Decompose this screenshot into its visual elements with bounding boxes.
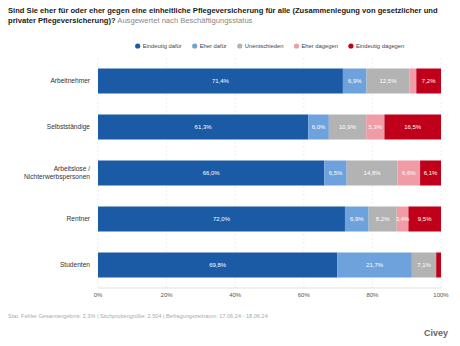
legend-swatch: [192, 43, 197, 48]
data-label: 6,6%: [402, 170, 416, 176]
tick-label: 60%: [298, 292, 311, 298]
bar-segment: [436, 253, 441, 278]
data-label: 7,2%: [422, 78, 436, 84]
data-label: 6,5%: [329, 170, 343, 176]
footnote: Stat. Fehler Gesamtergebnis: 3,3% | Stic…: [8, 313, 268, 319]
subtitle: Ausgewertet nach Beschäftigungsstatus: [117, 16, 252, 25]
legend-label: Eher dagegen: [301, 43, 337, 49]
legend-item: Eindeutig dafür: [135, 43, 182, 49]
data-label: 12,5%: [379, 78, 397, 84]
bar-segment: [367, 69, 410, 94]
bar-segment: [416, 69, 441, 94]
tick-label: 0%: [94, 292, 103, 298]
legend-item: Eindeutig dagegen: [348, 43, 404, 49]
tick-label: 20%: [161, 292, 174, 298]
bar-segment: [308, 115, 329, 140]
legend-label: Eindeutig dagegen: [356, 43, 404, 49]
data-label: 21,7%: [366, 262, 384, 268]
title-block: Sind Sie eher für oder eher gegen eine e…: [8, 6, 448, 26]
tick-label: 80%: [366, 292, 379, 298]
bar-segment: [369, 207, 397, 232]
legend-label: Unentschieden: [245, 43, 284, 49]
legend-item: Eher dagegen: [294, 43, 338, 49]
bar-segment: [384, 115, 441, 140]
legend-swatch: [294, 43, 299, 48]
legend: Eindeutig dafür Eher dafür Unentschieden Eh…: [135, 43, 404, 49]
data-labels: 71,4% 6,9% 12,5% 7,2% 61,3% 6,0% 10,9% 5,3% 16,5…: [195, 78, 438, 268]
tick-label: 40%: [229, 292, 242, 298]
bars: [98, 69, 441, 278]
brand: Civey: [424, 328, 448, 338]
bar-segment: [409, 69, 416, 94]
bar-segment: [329, 115, 366, 140]
bar-segment: [347, 161, 398, 186]
data-label: 69,8%: [209, 262, 227, 268]
bar-segment: [324, 161, 346, 186]
bar-segment: [98, 69, 343, 94]
legend-swatch: [135, 43, 140, 48]
data-label: 71,4%: [212, 78, 230, 84]
bar-segment: [343, 69, 367, 94]
bar-segment: [98, 207, 345, 232]
legend-label: Eindeutig dafür: [143, 43, 182, 49]
data-label: 9,5%: [418, 216, 432, 222]
legend-label: Eher dafür: [200, 43, 227, 49]
bar-segment: [337, 253, 411, 278]
bar-segment: [420, 161, 441, 186]
data-label: 3,4%: [396, 216, 410, 222]
data-label: 7,1%: [417, 262, 431, 268]
data-label: 10,9%: [339, 124, 357, 130]
data-label: 61,3%: [195, 124, 213, 130]
data-label: 14,8%: [364, 170, 382, 176]
bar-segment: [98, 115, 308, 140]
category-label: Selbstständige: [8, 123, 90, 131]
bar-segment: [397, 161, 420, 186]
category-label: Studenten: [8, 261, 90, 269]
bar-segment: [98, 161, 324, 186]
bar-segment: [345, 207, 369, 232]
category-label: Rentner: [8, 215, 90, 223]
bar-segment: [366, 115, 384, 140]
category-label: Arbeitslose / Nichterwerbspersonen: [8, 165, 90, 181]
data-label: 72,0%: [213, 216, 231, 222]
data-label: 66,0%: [203, 170, 221, 176]
tick-label: 100%: [433, 292, 449, 298]
data-label: 16,5%: [404, 124, 422, 130]
data-label: 5,3%: [368, 124, 382, 130]
data-label: 6,9%: [350, 216, 364, 222]
bar-segment: [98, 253, 337, 278]
data-label: 6,0%: [312, 124, 326, 130]
legend-item: Eher dafür: [192, 43, 227, 49]
legend-item: Unentschieden: [237, 43, 283, 49]
legend-swatch: [348, 43, 353, 48]
data-label: 6,9%: [348, 78, 362, 84]
data-label: 6,1%: [424, 170, 438, 176]
x-axis: [98, 288, 441, 289]
legend-swatch: [237, 43, 242, 48]
category-label: Arbeitnehmer: [8, 77, 90, 85]
data-label: 8,2%: [376, 216, 390, 222]
grid: [98, 58, 441, 288]
bar-segment: [408, 207, 441, 232]
bar-segment: [412, 253, 436, 278]
